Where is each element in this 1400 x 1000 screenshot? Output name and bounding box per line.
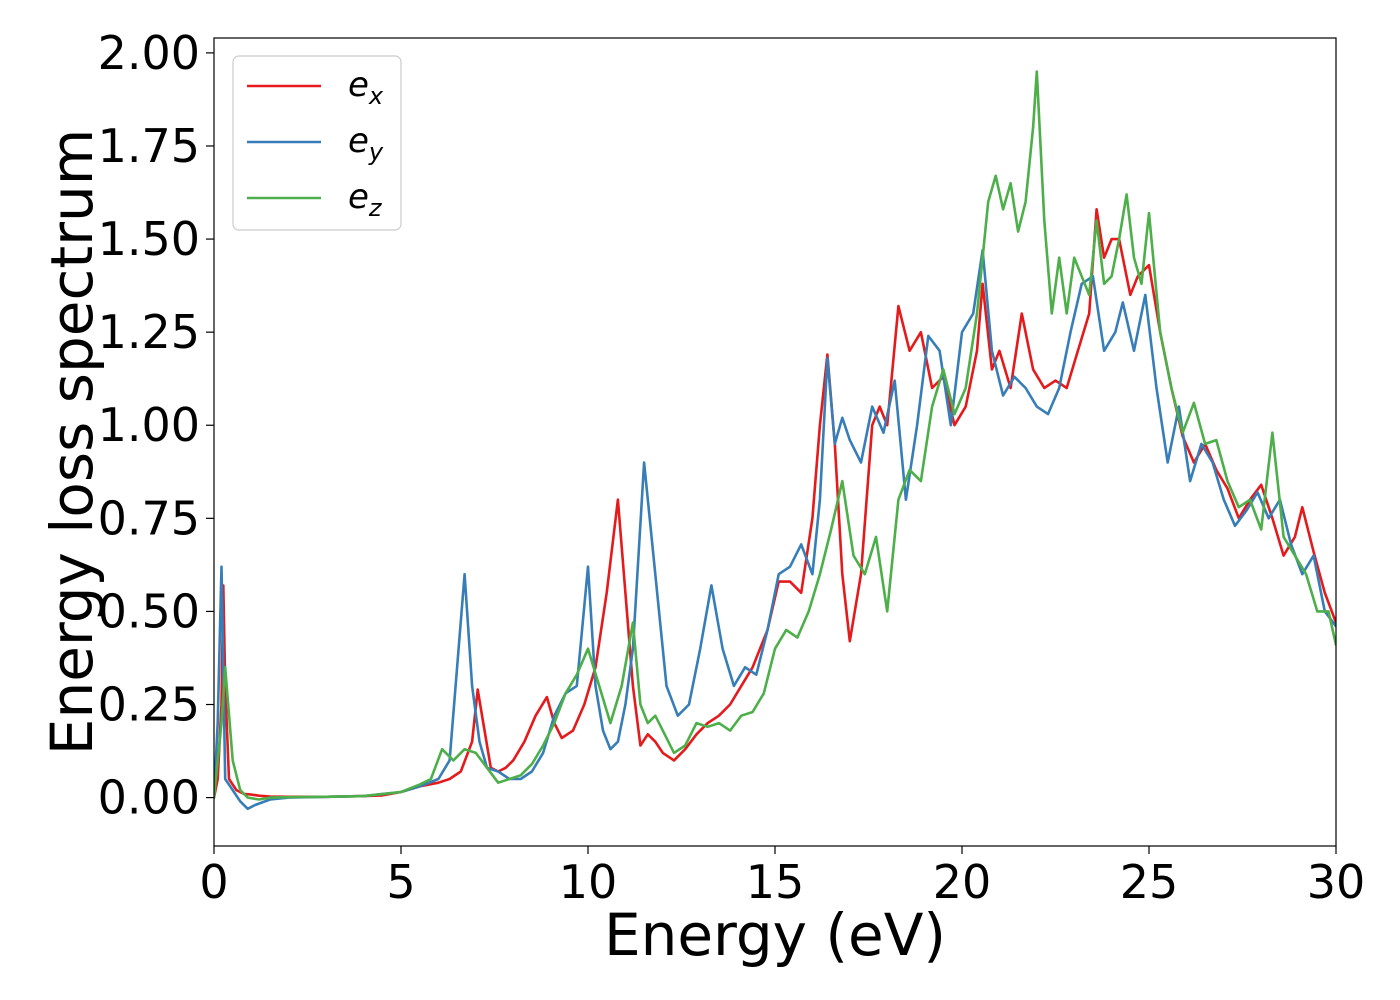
x-tick-label: 5 xyxy=(386,855,415,909)
y-tick-label: 1.50 xyxy=(98,212,200,266)
y-tick-label: 0.75 xyxy=(98,491,200,545)
y-axis-ticks: 0.00 0.25 0.50 0.75 1.00 1.25 1.50 1.75 2.00 xyxy=(98,26,214,825)
series-layer xyxy=(214,70,1336,811)
x-tick-label: 10 xyxy=(559,855,618,909)
y-tick-label: 0.50 xyxy=(98,584,200,638)
legend-label-subscript: z xyxy=(368,194,383,222)
legend-label-z: ez xyxy=(348,177,383,222)
y-tick-label: 1.25 xyxy=(98,305,200,359)
legend-label-y: ey xyxy=(348,121,384,166)
x-axis-ticks: 0 5 10 15 20 25 30 xyxy=(199,846,1365,909)
y-tick-label: 1.00 xyxy=(98,398,200,452)
series-line-y xyxy=(214,248,1336,811)
x-tick-label: 25 xyxy=(1120,855,1179,909)
x-tick-label: 30 xyxy=(1307,855,1366,909)
legend-label-subscript: x xyxy=(368,82,384,110)
y-tick-label: 1.75 xyxy=(98,119,200,173)
y-tick-label: 0.00 xyxy=(98,771,200,825)
x-tick-label: 20 xyxy=(933,855,992,909)
y-tick-label: 0.25 xyxy=(98,678,200,732)
y-axis-label: Energy loss spectrum xyxy=(38,129,106,755)
series-line-z xyxy=(214,70,1336,801)
y-tick-label: 2.00 xyxy=(98,26,200,80)
x-tick-label: 0 xyxy=(199,855,228,909)
x-tick-label: 15 xyxy=(746,855,805,909)
x-axis-label: Energy (eV) xyxy=(604,901,946,969)
legend-label-subscript: y xyxy=(368,138,384,166)
